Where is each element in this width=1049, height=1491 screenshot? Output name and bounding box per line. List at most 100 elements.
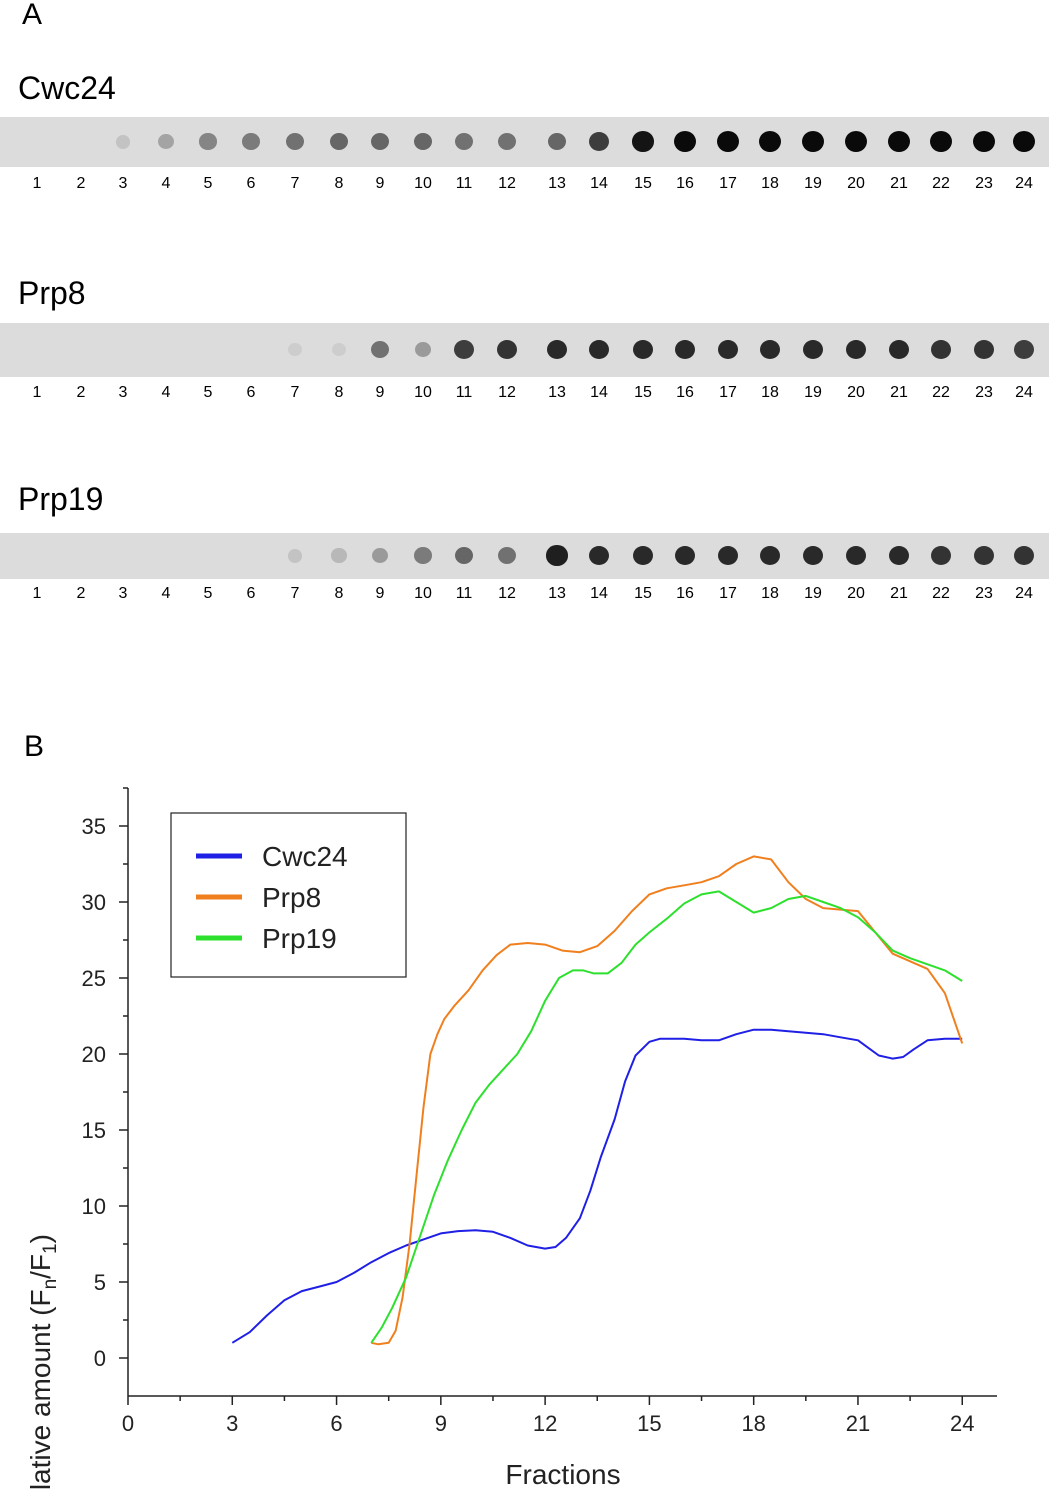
lane-number: 3 [118,585,128,602]
legend-label-prp8: Prp8 [262,882,321,913]
legend-label-prp19: Prp19 [262,923,337,954]
y-axis-label-sub-1: 1 [40,1243,61,1254]
lane-number: 5 [203,384,213,401]
lane-number: 18 [761,175,779,192]
blot-dot [589,132,609,151]
x-tick-label: 3 [226,1411,238,1436]
lane-number: 18 [761,585,779,602]
x-tick-label: 9 [435,1411,447,1436]
lane-number: 10 [414,175,432,192]
lane-number: 8 [334,585,344,602]
lane-number: 4 [161,585,171,602]
blot-dot [973,339,995,360]
lane-number: 12 [498,175,516,192]
panel-b-label: B [24,730,45,763]
x-tick-label: 18 [741,1411,765,1436]
blot-dot [454,340,474,359]
blot-dot [674,131,696,152]
lane-number: 19 [804,384,822,401]
blot-dot [199,133,217,150]
blot-dot [802,339,824,360]
lane-number: 6 [246,585,256,602]
blot-dot [158,134,174,150]
lane-number: 16 [676,175,694,192]
lane-number: 6 [246,384,256,401]
lane-number: 19 [804,175,822,192]
blot-dot [674,339,696,360]
blot-dot [287,548,303,563]
lane-number: 14 [590,585,608,602]
lane-number: 13 [548,585,566,602]
blot-dot [802,131,824,152]
blot-dot [632,131,654,152]
x-tick-label: 21 [846,1411,870,1436]
blot-dot [498,547,516,565]
lane-number: 9 [375,175,385,192]
blot-dot [632,339,654,360]
blot-dot [371,341,389,359]
blot-dot [498,133,516,151]
blot-dot [759,131,781,152]
blot-dot [286,133,304,151]
y-tick-label: 30 [82,890,106,915]
lane-number: 14 [590,384,608,401]
y-tick-label: 10 [82,1194,106,1219]
y-axis-label-sub-n: n [40,1279,61,1290]
lane-number: 7 [290,384,300,401]
y-tick-label: 25 [82,966,106,991]
blot-dot [973,545,995,566]
lane-number: 24 [1015,585,1033,602]
blot-dot [414,341,432,358]
blot-dot [930,131,952,152]
blot-dot [546,545,568,566]
lane-number: 22 [932,384,950,401]
lane-number: 15 [634,175,652,192]
blot-dot [845,545,867,566]
lane-number: 7 [290,585,300,602]
y-tick-label: 5 [94,1270,106,1295]
blot-dot [414,547,432,564]
blot-dot [242,133,260,150]
lane-number: 11 [455,384,473,401]
chart-legend: Cwc24 Prp8 Prp19 [170,812,407,978]
blot-dot [1014,340,1034,359]
blot-dot [888,131,910,152]
lane-number: 4 [161,175,171,192]
lane-number: 3 [118,384,128,401]
lane-number: 24 [1015,175,1033,192]
blot-dot [845,131,867,152]
x-tick-label: 0 [122,1411,134,1436]
blot-dot [674,545,696,566]
y-tick-label: 0 [94,1346,106,1371]
lane-number: 13 [548,384,566,401]
y-axis-label: Relative amount (Fn/F1) [25,1234,61,1491]
y-axis-label-mid: /F [25,1254,56,1279]
lane-number: 10 [414,384,432,401]
lane-number: 21 [890,585,908,602]
lane-number: 12 [498,585,516,602]
lane-number: 5 [203,585,213,602]
x-tick-label: 12 [533,1411,557,1436]
blot-dot [632,545,654,566]
lane-number: 2 [76,175,86,192]
lane-number: 10 [414,585,432,602]
blot-dot [759,545,781,566]
lane-number: 2 [76,384,86,401]
lane-number: 16 [676,585,694,602]
lane-number: 1 [32,175,42,192]
chart-ticks: 0 3 6 9 12 15 18 21 24 0 5 10 15 20 25 30 35 [82,787,974,1436]
blot-title-cwc24: Cwc24 [18,70,116,106]
lane-number: 18 [761,384,779,401]
blot-dot [454,546,474,565]
blot-dot [546,339,568,360]
lane-number: 16 [676,384,694,401]
lane-number: 3 [118,175,128,192]
lane-number: 15 [634,384,652,401]
blot-dot [413,132,433,151]
lane-number: 23 [975,175,993,192]
lane-number: 14 [590,175,608,192]
chart-lines [231,855,964,1346]
lane-number: 6 [246,175,256,192]
blot-dot [759,339,781,360]
x-axis-label: Fractions [505,1459,620,1490]
